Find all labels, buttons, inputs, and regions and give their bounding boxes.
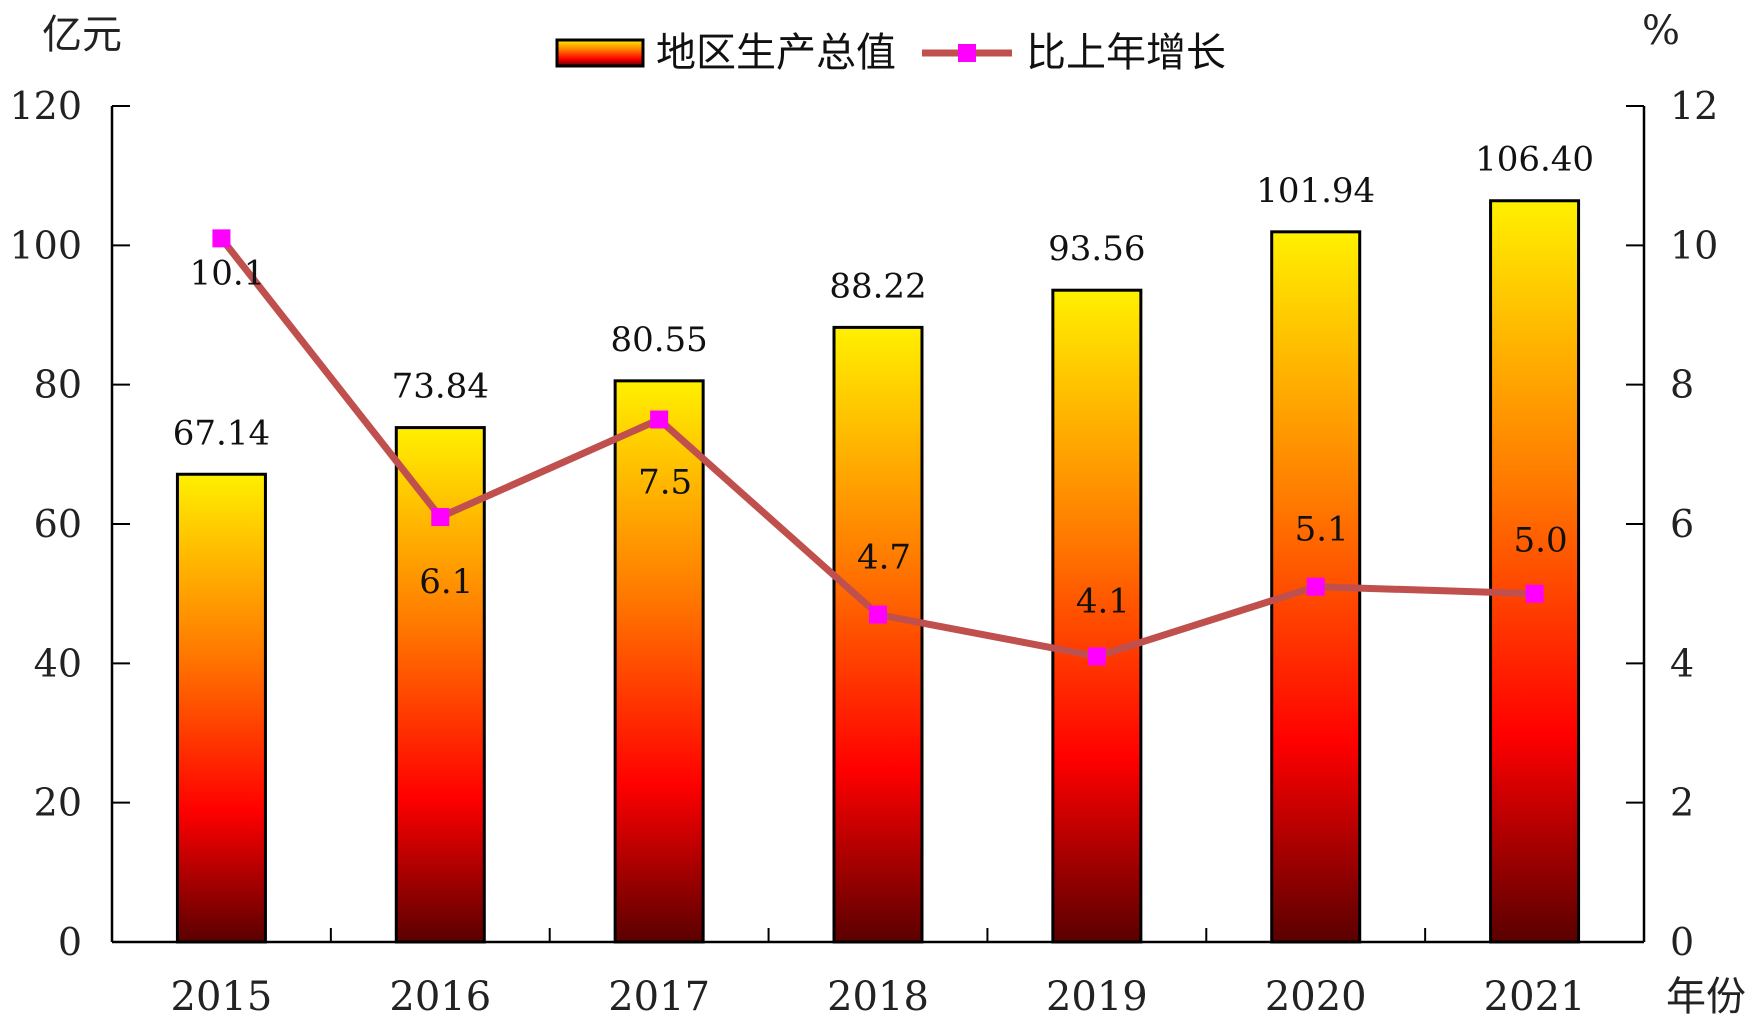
growth-marker xyxy=(1306,577,1325,596)
growth-marker xyxy=(212,229,231,248)
right-tick-label: 4 xyxy=(1670,641,1694,685)
bars-layer xyxy=(175,199,1581,944)
growth-marker xyxy=(431,508,450,527)
x-tick-label: 2018 xyxy=(827,974,929,1020)
line-layer xyxy=(212,229,1544,666)
left-tick-label: 20 xyxy=(34,781,82,825)
right-tick-label: 0 xyxy=(1670,920,1694,964)
right-tick-label: 12 xyxy=(1670,84,1718,128)
bar-value-label: 101.94 xyxy=(1256,171,1375,211)
left-tick-label: 80 xyxy=(34,363,82,407)
x-tick-label: 2020 xyxy=(1265,974,1367,1020)
bar-value-label: 80.55 xyxy=(610,320,707,360)
growth-value-label: 6.1 xyxy=(419,562,473,602)
legend-bar-swatch xyxy=(555,38,645,68)
left-tick-label: 40 xyxy=(34,641,82,685)
left-tick-label: 100 xyxy=(9,223,82,267)
bar-value-label: 67.14 xyxy=(173,413,270,453)
left-tick-label: 60 xyxy=(34,502,82,546)
x-tick-label: 2017 xyxy=(608,974,710,1020)
x-tick-label: 2016 xyxy=(389,974,491,1020)
growth-marker xyxy=(1525,584,1544,603)
bar-value-label: 93.56 xyxy=(1048,229,1145,269)
growth-marker xyxy=(869,605,887,624)
right-axis-unit: % xyxy=(1642,8,1680,54)
bar-value-label: 88.22 xyxy=(829,266,926,306)
growth-value-label: 4.7 xyxy=(857,538,911,578)
legend-bar-label: 地区生产总值 xyxy=(656,30,896,76)
growth-marker xyxy=(1087,647,1106,666)
bar-value-label: 73.84 xyxy=(392,367,489,407)
growth-value-label: 5.1 xyxy=(1295,510,1349,550)
right-tick-label: 10 xyxy=(1670,223,1718,267)
bar-2017 xyxy=(613,379,705,944)
left-tick-label: 0 xyxy=(58,920,82,964)
axes-layer: 0 20 40 60 80 100 120 0 2 4 6 8 10 12 2015 2016 2017 2018… xyxy=(9,84,1718,1020)
bar-2018 xyxy=(832,325,924,944)
x-axis-label: 年份 xyxy=(1666,974,1746,1020)
right-tick-label: 6 xyxy=(1670,502,1694,546)
legend: 地区生产总值 比上年增长 xyxy=(555,30,1226,76)
bar-2015 xyxy=(175,472,267,944)
x-tick-label: 2019 xyxy=(1046,974,1148,1020)
x-tick-label: 2021 xyxy=(1484,974,1586,1020)
growth-marker xyxy=(650,410,669,429)
right-tick-label: 2 xyxy=(1670,781,1694,825)
right-tick-label: 8 xyxy=(1670,363,1694,407)
x-tick-label: 2015 xyxy=(171,974,273,1020)
bar-value-label: 106.40 xyxy=(1475,140,1594,180)
legend-line-marker xyxy=(958,44,976,62)
growth-value-label: 10.1 xyxy=(190,253,266,293)
growth-value-label: 7.5 xyxy=(638,463,692,503)
labels-layer: 67.14 73.84 80.55 88.22 93.56 101.94 106.40 10.… xyxy=(173,140,1594,622)
growth-value-label: 4.1 xyxy=(1076,581,1130,621)
bar-2021 xyxy=(1489,199,1581,944)
growth-value-label: 5.0 xyxy=(1514,521,1568,561)
left-tick-label: 120 xyxy=(9,84,82,128)
left-axis-unit: 亿元 xyxy=(42,12,122,58)
legend-line-label: 比上年增长 xyxy=(1026,30,1226,76)
